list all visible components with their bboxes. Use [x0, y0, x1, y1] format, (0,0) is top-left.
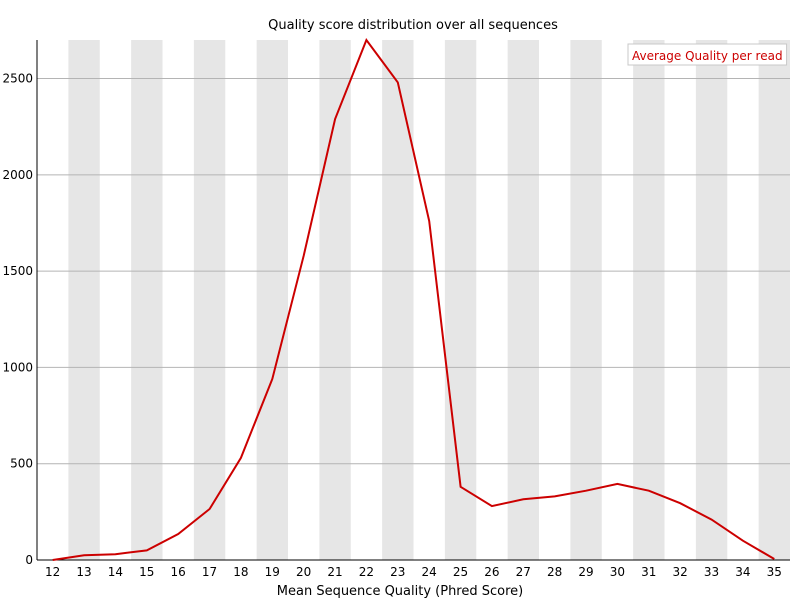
column-shade: [68, 40, 100, 560]
x-tick-label: 32: [673, 565, 688, 579]
x-tick-label: 22: [359, 565, 374, 579]
x-tick-label: 29: [578, 565, 593, 579]
x-tick-label: 23: [390, 565, 405, 579]
x-tick-label: 20: [296, 565, 311, 579]
y-tick-labels-group: 0 500 1000 1500 2000 2500: [2, 72, 33, 567]
x-tick-label: 28: [547, 565, 562, 579]
column-shade: [382, 40, 414, 560]
column-shade: [319, 40, 351, 560]
x-tick-label: 15: [139, 565, 154, 579]
x-tick-label: 30: [610, 565, 625, 579]
chart-title: Quality score distribution over all sequ…: [268, 18, 558, 33]
column-shade: [633, 40, 665, 560]
column-shade: [570, 40, 602, 560]
y-tick-label: 2500: [2, 72, 33, 86]
column-shade: [507, 40, 539, 560]
gridlines-group: [37, 78, 790, 465]
x-tick-label: 34: [735, 565, 750, 579]
x-tick-label: 19: [265, 565, 280, 579]
x-tick-label: 35: [767, 565, 782, 579]
column-shade: [695, 40, 728, 560]
column-shade: [444, 40, 477, 560]
x-tick-label: 18: [233, 565, 248, 579]
x-tick-label: 24: [422, 565, 437, 579]
x-tick-label: 33: [704, 565, 719, 579]
x-tick-label: 25: [453, 565, 468, 579]
column-shading-group: [68, 40, 790, 560]
y-tick-label: 1500: [2, 264, 33, 278]
x-axis-title: Mean Sequence Quality (Phred Score): [277, 584, 523, 599]
y-tick-label: 2000: [2, 168, 33, 182]
axes-group: [36, 40, 790, 561]
legend-box: [627, 43, 788, 66]
y-tick-label: 1000: [2, 360, 33, 374]
y-tick-label: 0: [25, 553, 33, 567]
column-shade: [131, 40, 163, 560]
x-tick-label: 26: [484, 565, 499, 579]
legend: Average Quality per read: [627, 43, 788, 66]
x-tick-label: 14: [108, 565, 123, 579]
x-tick-label: 27: [516, 565, 531, 579]
series-group: [52, 37, 775, 561]
column-shade: [758, 40, 790, 560]
legend-entry-label: Average Quality per read: [632, 49, 783, 63]
x-tick-label: 17: [202, 565, 217, 579]
x-tick-label: 16: [171, 565, 186, 579]
x-tick-labels-group: 12 13 14 15 16 17 18 19 20 21 22 23 24 25 26 27 28 29 30 31…: [45, 565, 782, 579]
x-tick-label: 12: [45, 565, 60, 579]
x-tick-label: 21: [327, 565, 342, 579]
y-tick-label: 500: [10, 457, 33, 471]
x-tick-label: 31: [641, 565, 656, 579]
series-line: [52, 37, 775, 561]
column-shade: [193, 40, 226, 560]
x-tick-label: 13: [76, 565, 91, 579]
column-shade: [256, 40, 288, 560]
